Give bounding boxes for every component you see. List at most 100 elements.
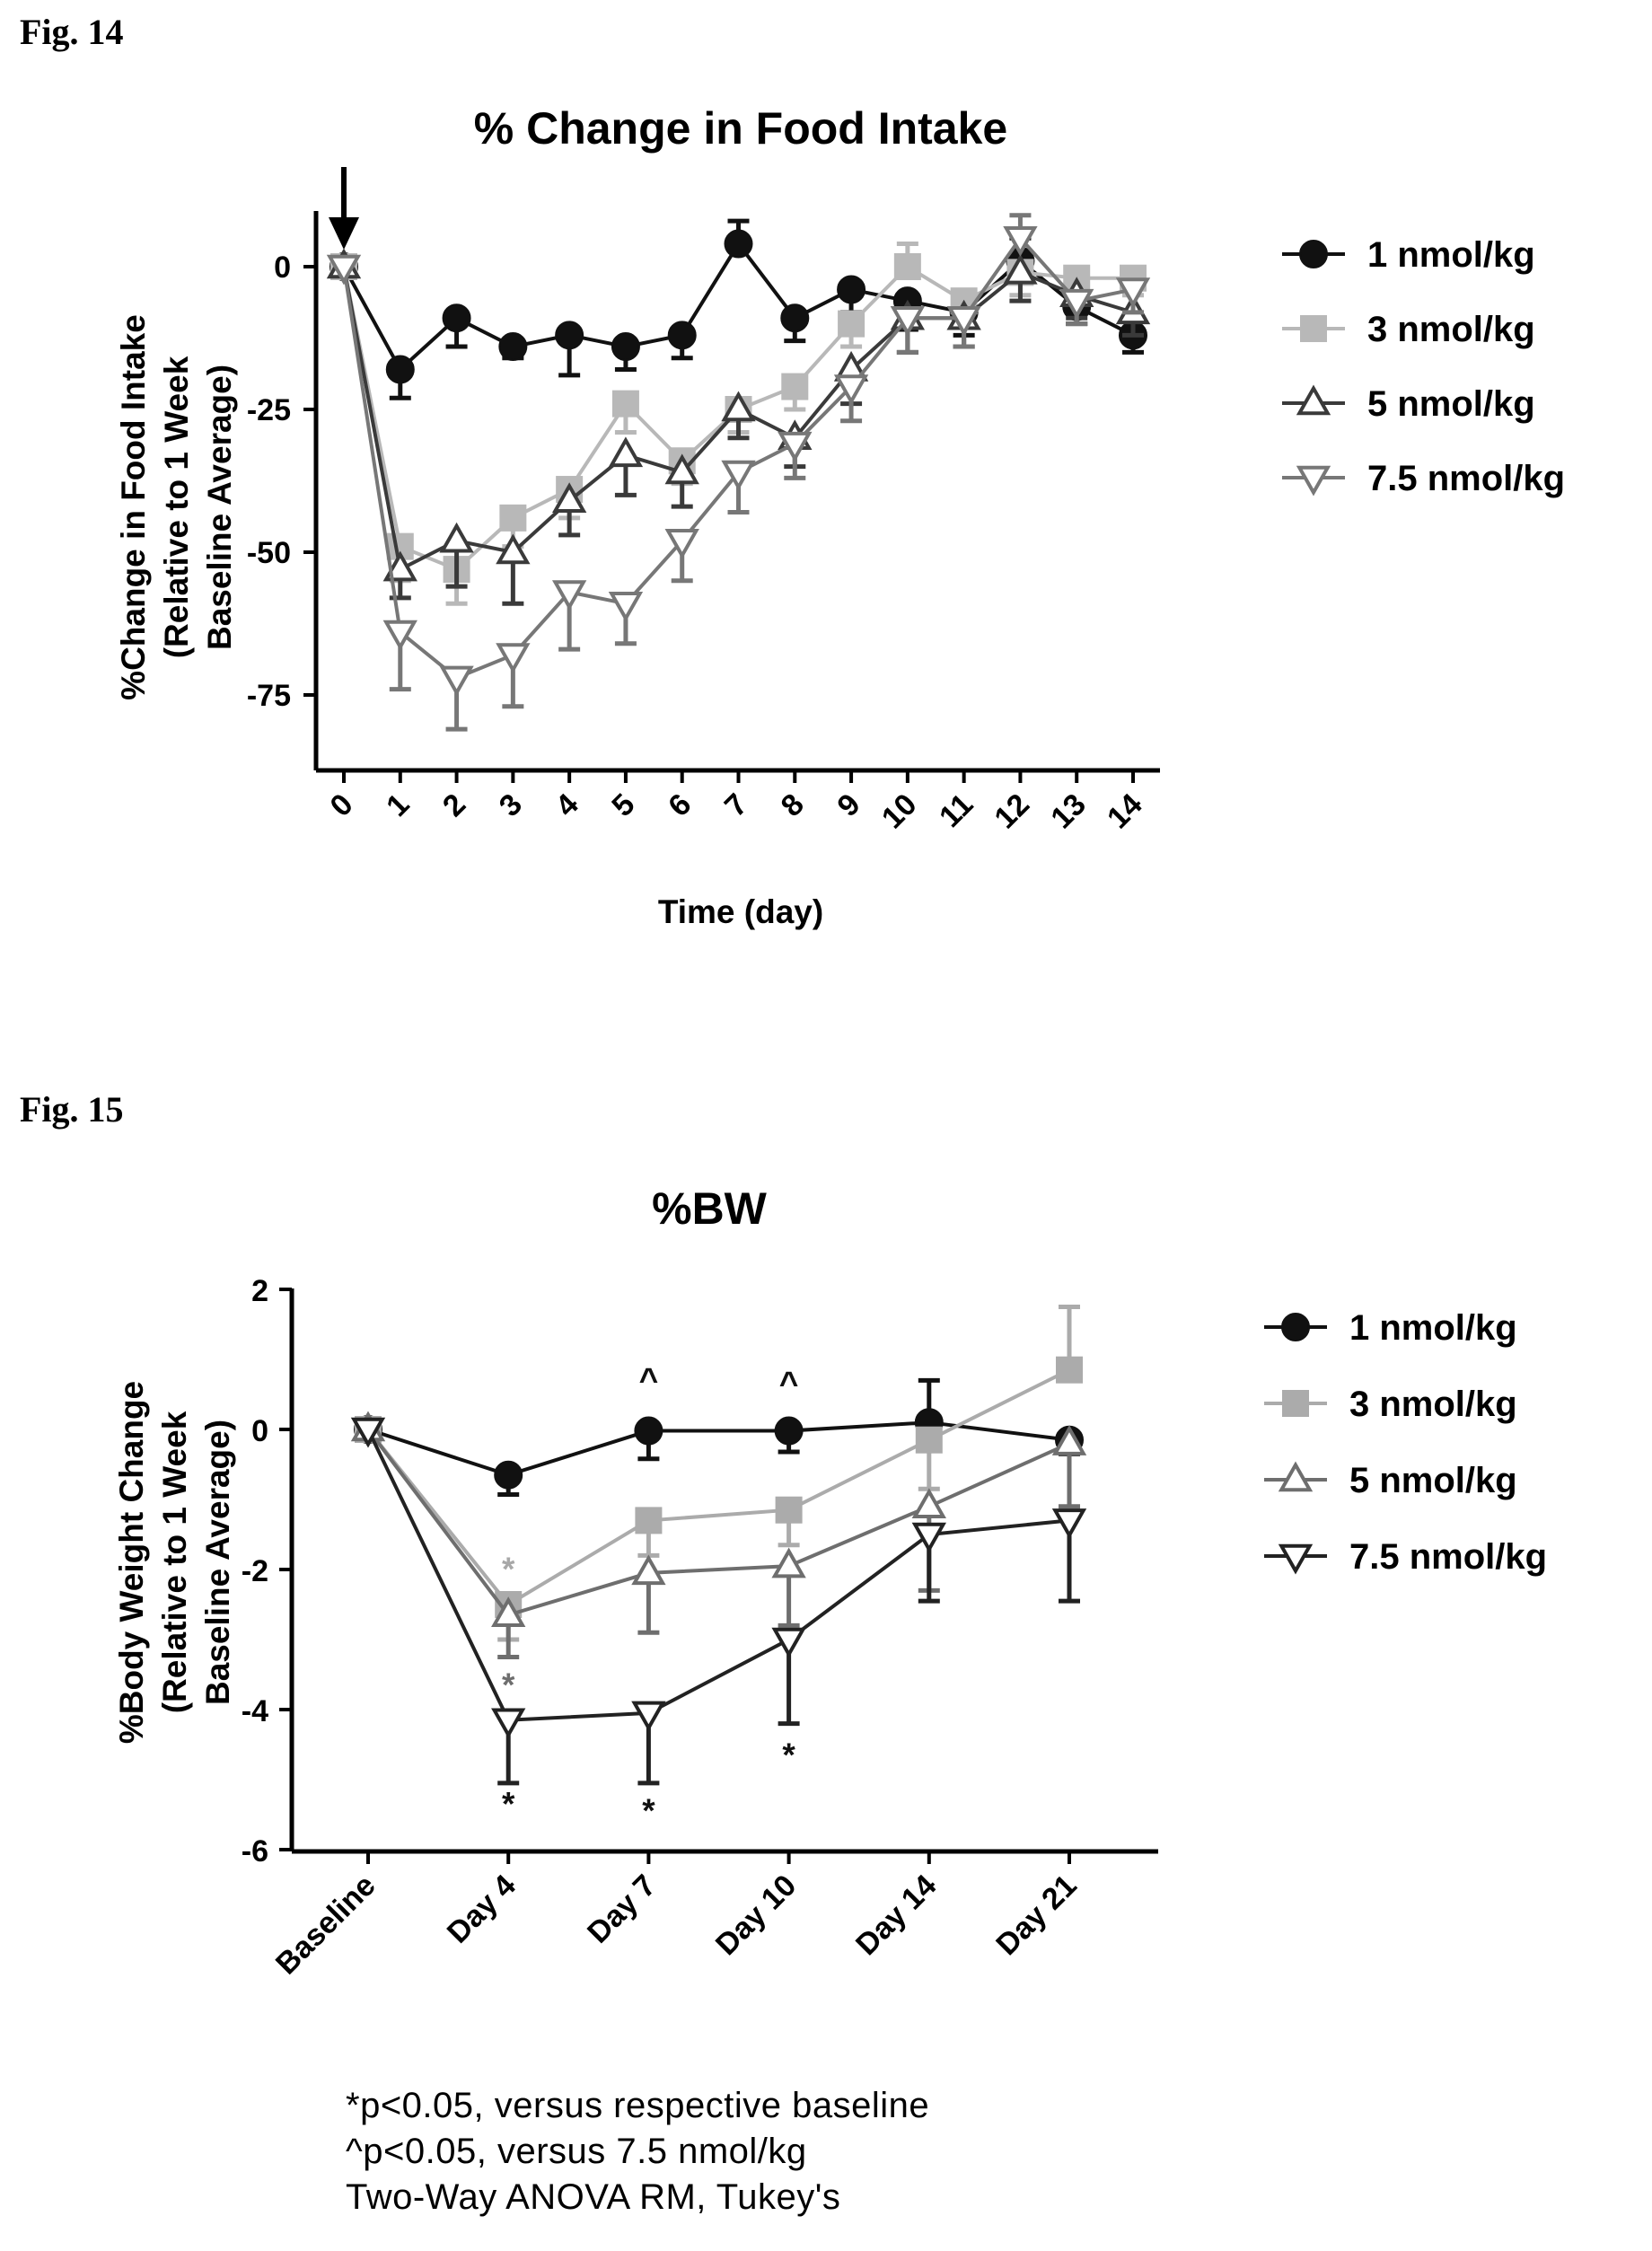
x-tick-label: 6 [662,787,698,823]
data-point [634,1416,663,1446]
data-point [608,591,644,622]
data-point [890,305,926,337]
data-point [499,504,527,532]
data-point [1051,1508,1087,1539]
legend-item: 3 nmol/kg [1264,1385,1517,1424]
fig14-y-axis-label: %Change in Food Intake (Relative to 1 Wee… [115,314,238,700]
legend-label: 5 nmol/kg [1349,1461,1517,1500]
data-point [893,253,921,280]
data-point [664,453,699,485]
x-tick-label: 8 [775,787,811,823]
data-point [775,1496,803,1524]
data-point [667,321,697,350]
fig15-label: Fig. 15 [20,1089,124,1130]
x-tick-label: Day 7 [581,1869,663,1950]
data-point [494,1460,523,1490]
data-point [551,580,587,611]
fig15-series-group [350,1305,1087,1786]
legend-marker-icon [1282,1390,1309,1417]
x-tick-label: 13 [1044,787,1093,836]
fig14-title: % Change in Food Intake [474,103,1007,154]
fig15-significance-marks: ^ ^ * * * * * [502,1362,798,1830]
y-tick-label: 0 [251,1414,268,1448]
data-point [496,643,531,674]
data-point [326,254,362,286]
series-7-5-nmol-kg [350,1417,1087,1786]
x-tick-label: 11 [933,787,980,834]
legend-item: 7.5 nmol/kg [1264,1537,1547,1577]
legend-marker-icon [1296,384,1331,416]
legend-marker-icon [1281,1313,1310,1341]
data-point [946,305,981,337]
data-point [631,1701,666,1732]
data-point [837,275,866,304]
x-tick-label: 3 [493,787,529,823]
footnote-line-3: Two-Way ANOVA RM, Tukey's [346,2177,841,2217]
significance-mark: * [502,1666,515,1703]
fig14-x-axis-label: Time (day) [658,893,823,930]
footnote-line-1: *p<0.05, versus respective baseline [346,2086,930,2125]
y-axis-label-line: (Relative to 1 Week [158,356,195,658]
series-1-nmol-kg [354,1377,1084,1498]
series-line [366,1429,1070,1722]
y-tick-label: 0 [274,251,291,285]
data-point [555,321,584,350]
data-point [491,1596,526,1627]
legend-item: 1 nmol/kg [1264,1308,1517,1348]
y-tick-label: -4 [242,1694,268,1728]
data-point [781,373,809,400]
data-point [771,1547,806,1578]
body-weight-chart: %BW %Body Weight Change (Relative to 1 We… [113,1183,1547,1982]
data-point [1115,277,1151,308]
y-axis-label-line: Baseline Average) [201,365,238,650]
data-point [721,460,756,491]
data-point [838,310,866,338]
fig15-legend: 1 nmol/kg 3 nmol/kg 5 nmol/kg 7.5 nmol/kg [1264,1308,1547,1577]
data-point [551,482,587,514]
legend-marker-icon [1299,240,1328,268]
data-point [439,665,474,697]
data-point [635,1507,663,1534]
food-intake-chart: % Change in Food Intake %Change in Food … [115,103,1565,930]
data-point [608,436,644,468]
x-tick-label: Day 14 [849,1869,943,1962]
legend-item: 1 nmol/kg [1282,235,1535,275]
y-axis-label-line: %Change in Food Intake [115,314,152,700]
data-point [1059,288,1094,320]
data-point [833,374,869,406]
legend-label: 7.5 nmol/kg [1367,459,1565,498]
legend-item: 5 nmol/kg [1282,384,1535,424]
significance-mark: * [502,1785,515,1822]
fig14-label: Fig. 14 [20,12,124,52]
x-tick-label: 12 [988,787,1036,836]
x-tick-label: Baseline [269,1869,382,1982]
data-point [611,390,639,418]
data-point [915,1426,943,1454]
data-point [724,229,753,259]
significance-mark: ^ [639,1362,659,1399]
data-point [778,431,813,462]
data-point [771,1627,806,1658]
fig14-series-group [326,213,1151,732]
legend-label: 7.5 nmol/kg [1349,1537,1547,1577]
x-tick-label: 7 [718,787,754,823]
x-tick-label: Day 4 [441,1869,523,1950]
x-tick-label: 0 [323,787,359,823]
y-axis-label-line: Baseline Average) [199,1420,236,1705]
x-tick-label: Day 10 [709,1869,803,1962]
x-tick-label: 9 [830,787,866,823]
x-tick-label: 10 [875,787,924,836]
fig15-y-axis-label: %Body Weight Change (Relative to 1 Week Ba… [113,1381,236,1744]
legend-label: 5 nmol/kg [1367,384,1535,424]
data-point [631,1554,666,1586]
y-axis-label-text: %Body Weight Change (Relative to 1 Week Ba… [113,1381,236,1744]
significance-mark: * [502,1551,515,1587]
data-point [385,355,415,384]
data-point [382,620,417,651]
fig15-title: %BW [652,1183,768,1234]
legend-item: 5 nmol/kg [1264,1461,1517,1500]
series-line [366,1428,1070,1618]
fig15-footnotes: *p<0.05, versus respective baseline ^p<0… [346,2083,929,2220]
x-tick-label: 4 [549,787,585,823]
